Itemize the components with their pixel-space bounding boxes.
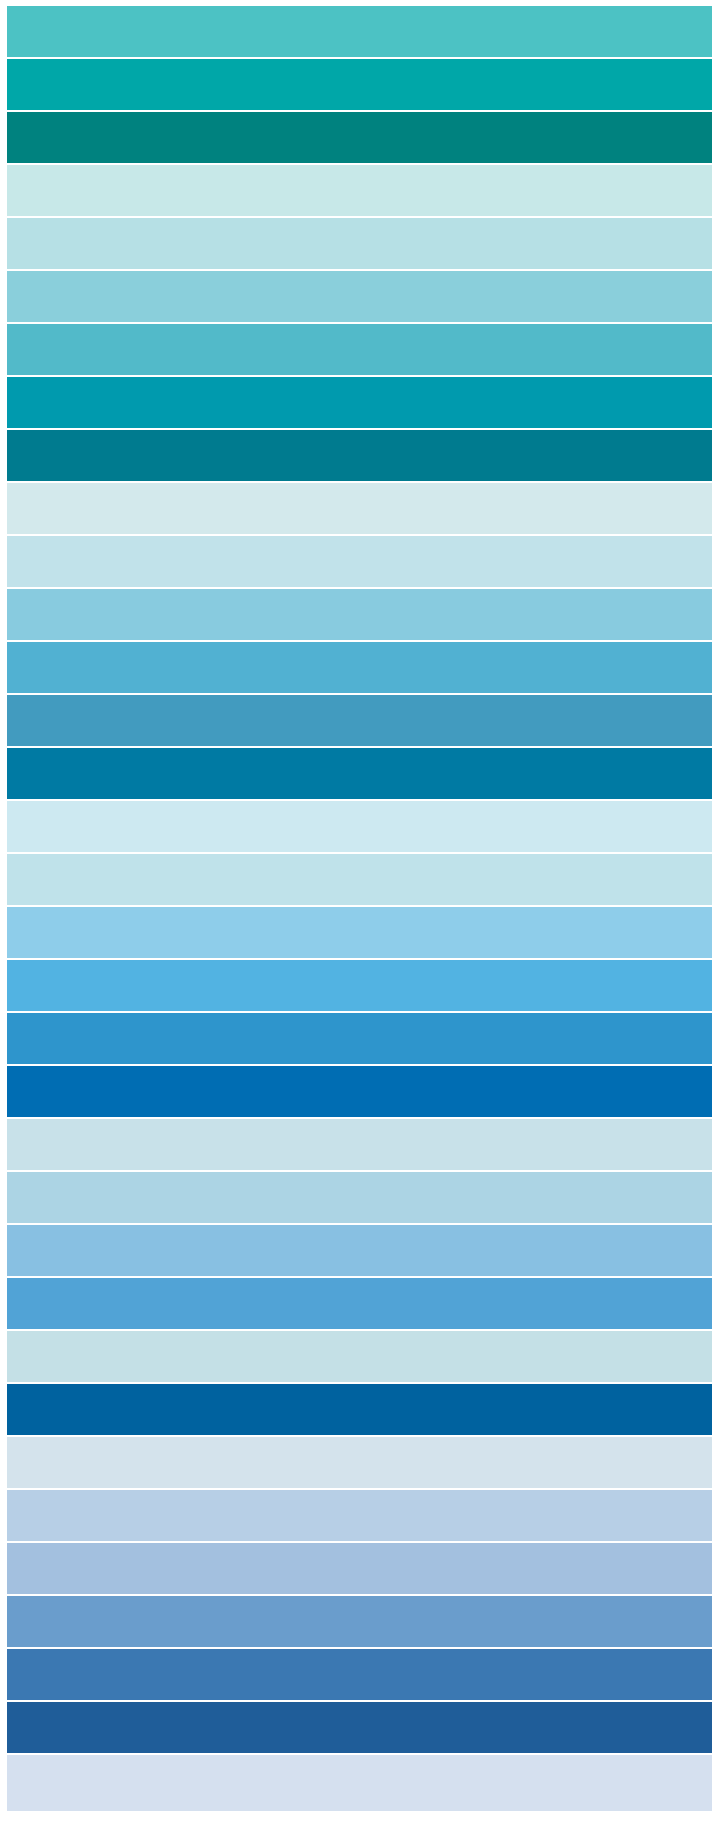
color-swatch (7, 801, 712, 852)
color-swatch (7, 1437, 712, 1488)
color-swatch (7, 1543, 712, 1594)
color-swatch (7, 1066, 712, 1117)
color-swatch (7, 112, 712, 163)
color-swatch (7, 907, 712, 958)
color-swatch (7, 1649, 712, 1700)
color-swatch (7, 1225, 712, 1276)
color-swatch (7, 1331, 712, 1382)
color-swatch (7, 430, 712, 481)
color-swatch (7, 324, 712, 375)
color-swatch (7, 589, 712, 640)
color-swatch (7, 695, 712, 746)
color-swatch (7, 377, 712, 428)
color-swatch (7, 748, 712, 799)
color-swatch (7, 854, 712, 905)
color-swatch (7, 6, 712, 57)
color-swatch (7, 1013, 712, 1064)
color-swatch (7, 59, 712, 110)
color-swatch (7, 642, 712, 693)
color-swatch (7, 1702, 712, 1753)
color-swatch-list (7, 6, 712, 1811)
color-swatch (7, 1384, 712, 1435)
color-swatch (7, 165, 712, 216)
color-swatch (7, 218, 712, 269)
color-swatch (7, 960, 712, 1011)
color-swatch (7, 536, 712, 587)
color-swatch (7, 1755, 712, 1811)
color-swatch (7, 483, 712, 534)
color-swatch (7, 1278, 712, 1329)
color-swatch (7, 1172, 712, 1223)
color-swatch (7, 1119, 712, 1170)
color-swatch (7, 1490, 712, 1541)
color-swatch (7, 1596, 712, 1647)
color-swatch (7, 271, 712, 322)
